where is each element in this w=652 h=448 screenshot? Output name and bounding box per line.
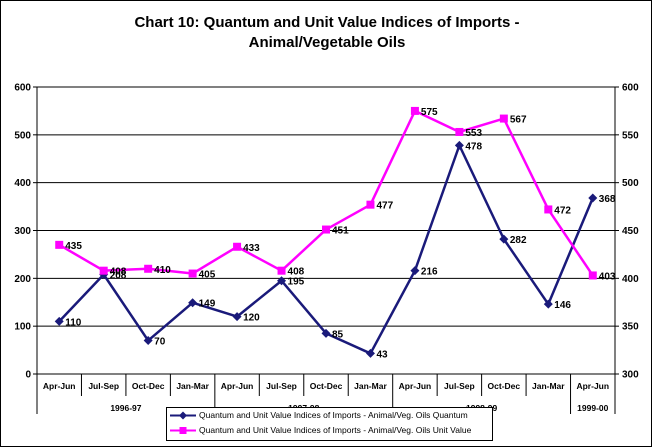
- legend-key-unit-value: [170, 427, 196, 434]
- chart-legend: Quantum and Unit Value Indices of Import…: [166, 407, 493, 441]
- data-label-quantum: 146: [554, 300, 571, 311]
- data-point-quantum: [277, 276, 287, 286]
- data-point-unit-value: [499, 114, 508, 123]
- y-left-tick-label: 300: [14, 226, 31, 237]
- data-label-unit-value: 403: [599, 271, 616, 282]
- y-left-tick-label: 600: [14, 83, 31, 94]
- x-tick-label: Jul-Sep: [444, 381, 475, 391]
- y-right-tick-label: 350: [622, 322, 639, 333]
- data-label-quantum: 70: [154, 337, 166, 348]
- data-label-quantum: 85: [332, 329, 344, 340]
- data-point-quantum: [588, 193, 598, 203]
- x-tick-label: Oct-Dec: [488, 381, 521, 391]
- data-point-unit-value: [277, 266, 286, 275]
- data-point-unit-value: [322, 225, 330, 234]
- legend-item-unit-value: Quantum and Unit Value Indices of Import…: [167, 423, 492, 438]
- data-label-unit-value: 408: [110, 267, 127, 278]
- x-group-label: 1999-00: [577, 403, 608, 413]
- chart-title: Chart 10: Quantum and Unit Value Indices…: [1, 13, 652, 53]
- data-point-quantum: [143, 336, 153, 346]
- legend-label-quantum: Quantum and Unit Value Indices of Import…: [199, 410, 468, 420]
- legend-item-quantum: Quantum and Unit Value Indices of Import…: [167, 408, 492, 423]
- data-point-unit-value: [588, 271, 597, 280]
- y-left-tick-label: 100: [14, 322, 31, 333]
- x-tick-label: Oct-Dec: [310, 381, 343, 391]
- y-right-tick-label: 500: [622, 178, 639, 189]
- data-label-quantum: 208: [110, 271, 127, 282]
- data-point-quantum: [321, 328, 331, 338]
- x-tick-label: Apr-Jun: [43, 381, 76, 391]
- y-right-tick-label: 400: [622, 274, 639, 285]
- data-label-unit-value: 435: [65, 241, 82, 252]
- x-tick-label: Apr-Jun: [576, 381, 609, 391]
- data-label-unit-value: 433: [243, 243, 260, 254]
- data-label-unit-value: 410: [154, 265, 171, 276]
- legend-key-quantum: [170, 411, 196, 420]
- y-left-tick-label: 400: [14, 178, 31, 189]
- data-point-quantum: [499, 234, 509, 244]
- data-point-unit-value: [99, 266, 108, 275]
- chart-title-line1: Chart 10: Quantum and Unit Value Indices…: [134, 14, 520, 31]
- y-left-tick-label: 500: [14, 130, 31, 141]
- data-point-quantum: [410, 266, 420, 276]
- data-point-unit-value: [144, 264, 153, 273]
- x-tick-label: Jan-Mar: [176, 381, 209, 391]
- data-point-quantum: [454, 140, 464, 150]
- data-label-quantum: 216: [421, 267, 438, 278]
- data-point-quantum: [188, 298, 198, 308]
- data-label-quantum: 195: [288, 277, 305, 288]
- y-right-tick-label: 600: [622, 83, 639, 94]
- data-point-unit-value: [55, 240, 64, 249]
- data-label-unit-value: 477: [376, 201, 393, 212]
- x-tick-label: Jul-Sep: [266, 381, 297, 391]
- x-tick-label: Apr-Jun: [399, 381, 432, 391]
- y-right-tick-label: 300: [622, 370, 639, 381]
- data-point-unit-value: [544, 205, 553, 214]
- y-left-tick-label: 200: [14, 274, 31, 285]
- data-label-quantum: 149: [199, 299, 216, 310]
- y-right-tick-label: 450: [622, 226, 639, 237]
- data-point-unit-value: [410, 106, 419, 115]
- chart-title-line2: Animal/Vegetable Oils: [248, 34, 406, 51]
- data-label-unit-value: 553: [465, 128, 482, 139]
- data-point-quantum: [543, 299, 553, 309]
- x-tick-label: Jan-Mar: [532, 381, 565, 391]
- x-tick-label: Oct-Dec: [132, 381, 165, 391]
- data-point-unit-value: [366, 200, 375, 209]
- data-point-quantum: [54, 316, 64, 326]
- legend-label-unit-value: Quantum and Unit Value Indices of Import…: [199, 425, 472, 435]
- x-tick-label: Jan-Mar: [354, 381, 387, 391]
- data-point-quantum: [232, 312, 242, 322]
- data-label-unit-value: 451: [332, 226, 349, 237]
- x-tick-label: Jul-Sep: [88, 381, 119, 391]
- data-point-unit-value: [455, 127, 464, 136]
- data-label-unit-value: 567: [510, 115, 527, 126]
- series-line-quantum: [58, 144, 594, 355]
- y-right-tick-label: 550: [622, 130, 639, 141]
- data-label-quantum: 368: [599, 194, 616, 205]
- data-label-unit-value: 472: [554, 205, 571, 216]
- data-label-quantum: 478: [465, 141, 482, 152]
- x-group-label: 1996-97: [110, 403, 141, 413]
- data-label-unit-value: 405: [199, 270, 216, 281]
- data-point-unit-value: [188, 269, 197, 278]
- data-label-quantum: 110: [65, 317, 82, 328]
- data-label-unit-value: 408: [288, 267, 305, 278]
- data-label-quantum: 43: [376, 349, 388, 360]
- y-left-tick-label: 0: [25, 370, 31, 381]
- data-label-unit-value: 575: [421, 107, 438, 118]
- data-point-unit-value: [233, 242, 242, 251]
- data-label-quantum: 282: [510, 235, 527, 246]
- x-tick-label: Apr-Jun: [221, 381, 254, 391]
- data-point-quantum: [365, 348, 375, 358]
- data-label-quantum: 120: [243, 313, 260, 324]
